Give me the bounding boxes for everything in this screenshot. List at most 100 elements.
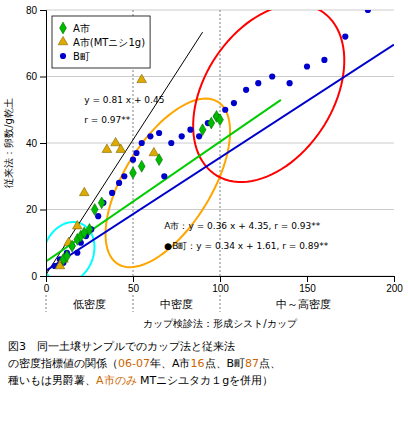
point — [149, 147, 159, 155]
point — [342, 34, 348, 40]
x-tick: 200 — [386, 276, 403, 294]
point — [98, 197, 105, 209]
boundary-line — [220, 295, 221, 312]
point — [91, 204, 98, 216]
caption-text: の密度指標値の関係（ — [8, 357, 118, 370]
x-tick: 150 — [299, 276, 316, 294]
point — [222, 107, 228, 113]
point — [156, 130, 162, 136]
caption-line: 図3 同一土壌サンプルでのカップ法と従来法 — [8, 340, 235, 353]
point — [138, 160, 145, 172]
annotation: y = 0.81 x + 0.45 — [84, 95, 164, 105]
caption-text: 点、B町 — [205, 357, 246, 370]
legend-marker — [58, 36, 68, 44]
point — [179, 133, 185, 139]
region-label: 中～高密度 — [276, 298, 331, 311]
caption: 図3 同一土壌サンプルでのカップ法と従来法の密度指標値の関係（06-07年、A市… — [8, 340, 281, 387]
point — [130, 167, 137, 179]
legend-label: A市(MTニシ1g) — [73, 37, 145, 48]
x-tick-mark — [220, 276, 221, 282]
x-tick: 100 — [212, 276, 229, 294]
plot-area — [46, 10, 394, 276]
boundary-line — [46, 295, 47, 312]
caption-text: 種いもは男爵薯、 — [8, 374, 96, 387]
legend-marker — [60, 53, 66, 59]
regression-line — [46, 32, 203, 274]
y-tick-mark — [40, 276, 46, 277]
region-label: 低密度 — [73, 298, 106, 311]
caption-line: 種いもは男爵薯、A市のみ MTニシユタカ１gを併用） — [8, 374, 273, 387]
y-tick-label: 80 — [26, 5, 38, 16]
y-tick-label: 0 — [31, 271, 37, 282]
point — [63, 250, 70, 262]
point — [95, 213, 101, 219]
x-axis-line — [47, 277, 395, 283]
point — [208, 117, 215, 129]
point — [161, 173, 167, 179]
caption-line: の密度指標値の関係（06-07年、A市16点、B町87点、 — [8, 357, 281, 370]
point — [168, 140, 174, 146]
point — [74, 250, 80, 256]
x-tick-label: 50 — [128, 283, 140, 294]
annotations: y = 0.81 x + 0.45r = 0.97**A市：y = 0.36 x… — [84, 95, 328, 251]
regression-line — [46, 45, 394, 271]
point — [187, 127, 193, 133]
y-tick-mark — [40, 77, 46, 78]
caption-text: 87 — [245, 357, 259, 370]
y-tick: 0 — [31, 271, 46, 282]
x-tick-label: 150 — [299, 283, 316, 294]
caption-text: 図3 同一土壌サンプルでのカップ法と従来法 — [8, 340, 235, 353]
ellipse — [193, 10, 344, 182]
point — [73, 221, 83, 229]
y-tick: 80 — [26, 5, 46, 16]
ellipse — [46, 222, 94, 276]
point — [102, 144, 112, 152]
point — [287, 80, 293, 86]
regression-line — [46, 100, 281, 262]
x-tick: 0 — [44, 276, 50, 294]
x-tick-mark — [307, 276, 308, 282]
point — [199, 124, 206, 136]
chart: 0 50 100 150 200 0 20 40 60 80 y = 0.81 x + 0.45 r … — [0, 0, 408, 425]
point — [130, 157, 136, 163]
x-tick-mark — [133, 276, 134, 282]
region-label: 中密度 — [160, 298, 193, 311]
point — [137, 74, 147, 82]
x-axis-title: カップ検診法：形成シスト/カップ — [143, 318, 297, 329]
point — [86, 224, 93, 236]
legend: A市A市(MTニシ1g)B町 — [52, 16, 150, 68]
boundary-line — [133, 295, 134, 312]
point — [133, 150, 139, 156]
annotation: r = 0.97** — [84, 115, 131, 125]
x-tick-label: 100 — [212, 283, 229, 294]
y-tick-label: 20 — [26, 204, 38, 215]
y-axis: 0 20 40 60 80 — [26, 5, 47, 282]
y-tick-mark — [40, 143, 46, 144]
y-axis-title: 従来法：卵数/g乾土 — [3, 98, 14, 188]
point — [139, 140, 145, 146]
y-tick-mark — [40, 210, 46, 211]
point — [365, 10, 371, 13]
point — [231, 100, 237, 106]
x-tick-label: 200 — [386, 283, 403, 294]
point — [156, 154, 163, 166]
region-labels: 低密度 中密度 中～高密度 — [73, 298, 331, 311]
point — [116, 144, 126, 152]
point — [147, 133, 153, 139]
point — [109, 190, 115, 196]
point — [321, 57, 327, 63]
x-tick: 50 — [128, 276, 140, 294]
y-axis-line — [40, 11, 47, 277]
caption-text: 年、A市 — [150, 357, 191, 370]
point — [217, 114, 224, 126]
y-tick: 20 — [26, 204, 46, 215]
point — [255, 80, 261, 86]
annotation: ●B町：y = 0.34 x + 1.61, r = 0.89** — [164, 241, 328, 251]
point — [196, 133, 202, 139]
y-tick: 40 — [26, 138, 46, 149]
legend-label: A市 — [73, 23, 90, 34]
y-tick: 60 — [26, 71, 46, 82]
y-tick-label: 60 — [26, 71, 38, 82]
point — [121, 173, 127, 179]
x-axis: 0 50 100 150 200 — [44, 276, 404, 294]
